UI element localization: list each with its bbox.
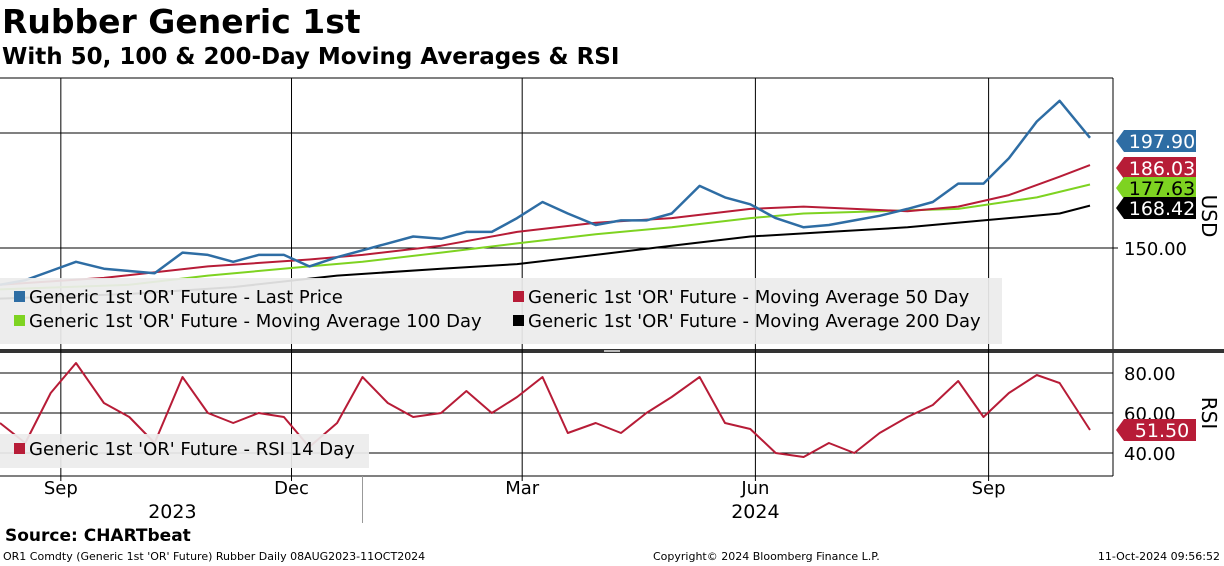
chart-subtitle: With 50, 100 & 200-Day Moving Averages &… (2, 44, 620, 70)
footer-description: OR1 Comdty (Generic 1st 'OR' Future) Rub… (3, 550, 426, 563)
year-label: 2024 (731, 501, 779, 523)
rsi-legend-swatch (14, 443, 25, 454)
last-value-label: 197.90 (1129, 131, 1195, 153)
month-tick-label: Jun (740, 478, 769, 499)
legend-swatch (513, 315, 524, 326)
rsi-tick-label: 40.00 (1124, 444, 1176, 465)
last-value-tag (1116, 157, 1196, 179)
last-value-tag (1116, 130, 1196, 152)
month-tick-label: Sep (44, 478, 78, 499)
footer-timestamp: 11-Oct-2024 09:56:52 (1097, 550, 1220, 563)
legend-label: Generic 1st 'OR' Future - Last Price (29, 287, 343, 308)
rsi-last-value-label: 51.50 (1135, 420, 1189, 442)
price-legend-box (0, 278, 1002, 344)
series-line-last-price (0, 99, 1091, 287)
last-value-tag (1116, 177, 1196, 199)
legend-swatch (14, 315, 25, 326)
rsi-legend-box (0, 434, 369, 468)
legend-label: Generic 1st 'OR' Future - Moving Average… (29, 311, 482, 332)
rsi-legend-label: Generic 1st 'OR' Future - RSI 14 Day (29, 439, 355, 460)
month-tick-label: Dec (274, 478, 309, 499)
source-note: Source: CHARTbeat (5, 526, 191, 546)
year-label: 2023 (148, 501, 196, 523)
rsi-axis-title: RSI (1197, 397, 1221, 430)
last-value-label: 168.42 (1129, 198, 1195, 220)
rsi-tick-label: 80.00 (1124, 364, 1176, 385)
footer-copyright: Copyright© 2024 Bloomberg Finance L.P. (653, 550, 880, 563)
price-axis-title: USD (1197, 195, 1221, 238)
rsi-line (0, 362, 1091, 458)
series-line-ma50 (0, 164, 1091, 286)
rsi-last-value-tag (1116, 419, 1196, 441)
legend-swatch (513, 291, 524, 302)
last-value-label: 186.03 (1129, 158, 1195, 180)
chart-title: Rubber Generic 1st (2, 2, 361, 41)
price-tick-label: 150.00 (1124, 239, 1187, 260)
series-line-ma100 (0, 183, 1091, 291)
last-value-label: 177.63 (1129, 178, 1195, 200)
panel-divider-handle (604, 350, 620, 352)
last-value-tag (1116, 197, 1196, 219)
month-tick-label: Sep (972, 478, 1006, 499)
month-tick-label: Mar (505, 478, 540, 499)
legend-label: Generic 1st 'OR' Future - Moving Average… (528, 287, 970, 308)
legend-swatch (14, 291, 25, 302)
legend-label: Generic 1st 'OR' Future - Moving Average… (528, 311, 981, 332)
